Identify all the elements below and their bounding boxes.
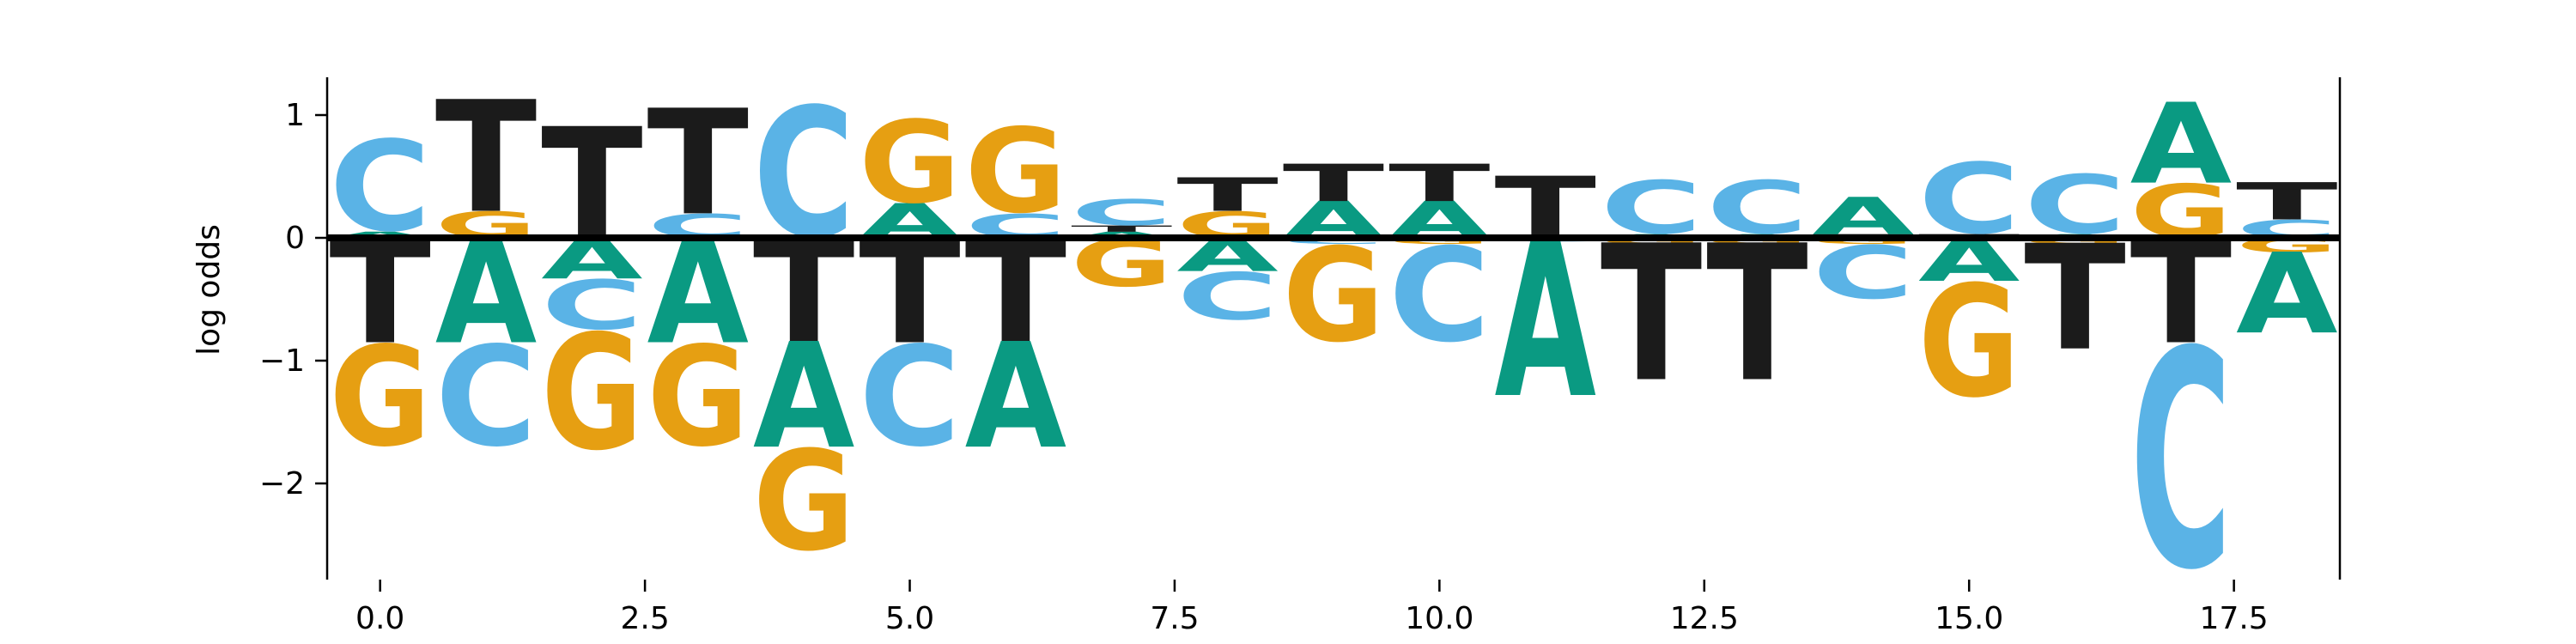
x-tick-label: 10.0 xyxy=(1405,601,1473,636)
logo-letter-C-pos-4: C xyxy=(753,70,854,277)
y-axis-label: log odds xyxy=(191,224,227,355)
logo-letter-T-pos-12: T xyxy=(1601,205,1702,424)
logo-letter-T-pos-3: T xyxy=(647,80,749,248)
logo-letter-T-pos-9: T xyxy=(1283,154,1384,213)
logo-letter-T-pos-1: T xyxy=(435,68,537,247)
logo-letters: ACTGGTACTACGCTAGCTAGAGTCCGTAATCGGTACATCG… xyxy=(329,68,2337,635)
logo-letter-G-pos-5: G xyxy=(859,97,960,229)
logo-letter-T-pos-16: T xyxy=(2024,215,2125,383)
x-tick-label: 12.5 xyxy=(1670,601,1739,636)
y-axis-ticks: 1 0 −1 −2 xyxy=(259,98,327,501)
x-axis-ticks: 0.0 2.5 5.0 7.5 10.0 12.5 15.0 17.5 xyxy=(355,580,2269,636)
logo-letter-A-pos-6: A xyxy=(965,312,1066,481)
logo-letter-T-pos-8: T xyxy=(1176,168,1278,222)
x-tick-label: 0.0 xyxy=(355,601,404,636)
logo-letter-C-pos-5: C xyxy=(859,317,960,477)
logo-letter-G-pos-4: G xyxy=(753,422,854,581)
logo-letter-T-pos-7: T xyxy=(1071,224,1173,234)
logo-letter-T-pos-2: T xyxy=(541,95,642,275)
logo-letter-G-pos-2: G xyxy=(541,301,642,486)
logo-letter-T-pos-10: T xyxy=(1388,154,1490,213)
logo-letter-C-pos-7: C xyxy=(1071,192,1172,234)
logo-letter-C-pos-14: C xyxy=(1813,231,1914,316)
logo-letter-C-pos-10: C xyxy=(1388,220,1490,371)
x-tick-label: 15.0 xyxy=(1935,601,2003,636)
logo-letter-T-pos-13: T xyxy=(1706,205,1807,424)
y-tick-label: −1 xyxy=(259,343,305,379)
logo-letter-G-pos-15: G xyxy=(1918,253,2020,432)
logo-letter-C-pos-8: C xyxy=(1176,259,1278,335)
logo-letter-A-pos-4: A xyxy=(753,312,854,481)
logo-letter-T-pos-11: T xyxy=(1495,160,1596,258)
logo-letter-T-pos-18: T xyxy=(2236,172,2337,231)
logo-letter-C-pos-2: C xyxy=(541,266,642,345)
logo-letter-G-pos-3: G xyxy=(647,318,749,477)
x-tick-label: 7.5 xyxy=(1150,601,1199,636)
logo-letter-A-pos-18: A xyxy=(2236,231,2337,360)
x-tick-label: 2.5 xyxy=(620,601,669,636)
logo-letter-G-pos-9: G xyxy=(1283,220,1384,371)
y-tick-label: 0 xyxy=(285,221,305,256)
logo-letter-G-pos-0: G xyxy=(329,318,430,477)
x-tick-label: 17.5 xyxy=(2200,601,2269,636)
logo-letter-C-pos-1: C xyxy=(435,317,537,477)
logo-letter-A-pos-17: A xyxy=(2130,81,2232,210)
y-tick-label: 1 xyxy=(285,98,305,133)
y-tick-label: −2 xyxy=(259,466,305,501)
logo-letter-G-pos-6: G xyxy=(965,104,1066,240)
x-tick-label: 5.0 xyxy=(885,601,934,636)
logo-letter-C-pos-17: C xyxy=(2130,288,2232,635)
